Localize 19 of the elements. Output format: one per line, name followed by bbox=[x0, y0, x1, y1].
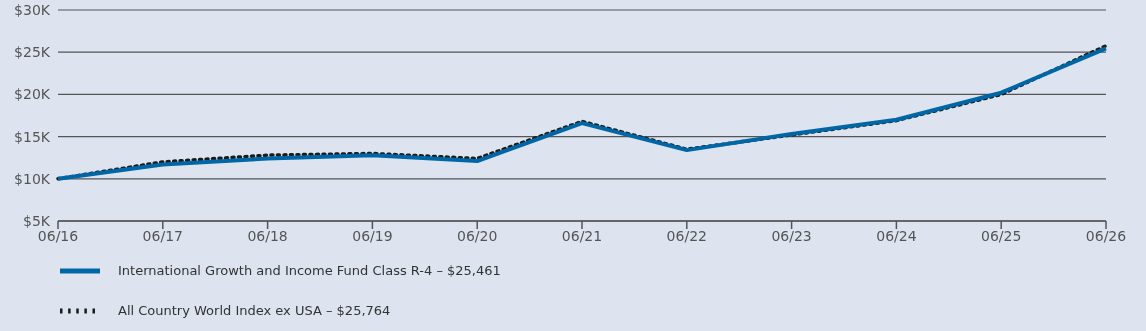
y-tick-label: $25K bbox=[14, 44, 51, 61]
y-tick-label: $5K bbox=[23, 212, 51, 229]
x-tick-label: 06/20 bbox=[457, 227, 498, 244]
y-tick-label: $30K bbox=[14, 1, 51, 18]
x-tick-label: 06/18 bbox=[247, 227, 288, 244]
x-tick-label: 06/22 bbox=[666, 227, 707, 244]
x-tick-label: 06/23 bbox=[771, 227, 812, 244]
y-tick-label: $20K bbox=[14, 86, 51, 103]
x-tick-label: 06/21 bbox=[561, 227, 603, 244]
y-tick-label: $10K bbox=[14, 170, 51, 187]
legend-label: All Country World Index ex USA – $25,764 bbox=[118, 302, 391, 318]
x-tick-label: 06/26 bbox=[1085, 227, 1127, 244]
x-tick-label: 06/16 bbox=[37, 227, 79, 244]
y-tick-label: $15K bbox=[14, 128, 51, 145]
x-tick-label: 06/19 bbox=[352, 227, 393, 244]
x-tick-label: 06/25 bbox=[981, 227, 1022, 244]
legend-label: International Growth and Income Fund Class R-4 – $25,461 bbox=[118, 262, 501, 278]
x-tick-label: 06/17 bbox=[142, 227, 183, 244]
x-tick-label: 06/24 bbox=[876, 227, 917, 244]
